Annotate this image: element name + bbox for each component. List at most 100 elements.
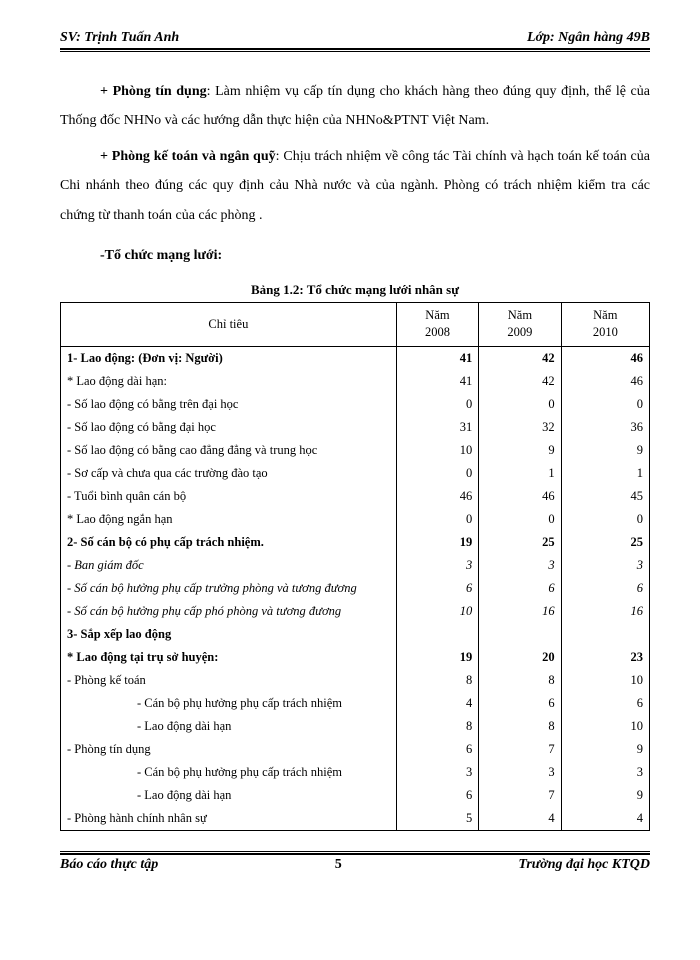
row-value: 45 xyxy=(561,485,649,508)
row-label: * Lao động ngắn hạn xyxy=(61,508,397,531)
row-value: 6 xyxy=(479,692,561,715)
footer-right: Trường đại học KTQD xyxy=(518,857,650,873)
row-label: * Lao động dài hạn: xyxy=(61,370,397,393)
row-label: 1- Lao động: (Đơn vị: Người) xyxy=(61,346,397,370)
row-value xyxy=(396,623,478,646)
row-value: 6 xyxy=(396,577,478,600)
row-value: 16 xyxy=(561,600,649,623)
row-label: - Cán bộ phụ hưởng phụ cấp trách nhiệm xyxy=(61,761,397,784)
row-label: 2- Số cán bộ có phụ cấp trách nhiệm. xyxy=(61,531,397,554)
row-value: 42 xyxy=(479,370,561,393)
row-value: 41 xyxy=(396,370,478,393)
row-value: 25 xyxy=(561,531,649,554)
row-value: 3 xyxy=(396,554,478,577)
row-value: 9 xyxy=(561,439,649,462)
row-value: 0 xyxy=(561,393,649,416)
col-3: Năm2010 xyxy=(561,302,649,346)
row-value: 19 xyxy=(396,531,478,554)
row-label: * Lao động tại trụ sở huyện: xyxy=(61,646,397,669)
row-value: 0 xyxy=(479,508,561,531)
row-value: 46 xyxy=(479,485,561,508)
row-value: 6 xyxy=(479,577,561,600)
col-1: Năm2008 xyxy=(396,302,478,346)
row-value: 6 xyxy=(561,577,649,600)
row-label: - Cán bộ phụ hưởng phụ cấp trách nhiệm xyxy=(61,692,397,715)
row-value: 0 xyxy=(396,462,478,485)
row-value: 31 xyxy=(396,416,478,439)
row-value: 5 xyxy=(396,807,478,831)
row-value: 25 xyxy=(479,531,561,554)
row-label: - Số lao động có bằng cao đẳng đẳng và t… xyxy=(61,439,397,462)
row-value: 9 xyxy=(561,784,649,807)
p1-lead: + Phòng tín dụng xyxy=(100,84,207,99)
row-value: 7 xyxy=(479,784,561,807)
row-value: 36 xyxy=(561,416,649,439)
row-value: 4 xyxy=(479,807,561,831)
row-value: 6 xyxy=(561,692,649,715)
row-value: 8 xyxy=(479,715,561,738)
row-label: - Phòng tín dụng xyxy=(61,738,397,761)
row-value: 4 xyxy=(396,692,478,715)
row-label: - Số lao động có bằng trên đại học xyxy=(61,393,397,416)
row-value: 8 xyxy=(396,715,478,738)
row-label: - Phòng hành chính nhân sự xyxy=(61,807,397,831)
row-value: 0 xyxy=(396,508,478,531)
row-label: - Số cán bộ hưởng phụ cấp trưởng phòng v… xyxy=(61,577,397,600)
row-value: 32 xyxy=(479,416,561,439)
row-value: 20 xyxy=(479,646,561,669)
row-value: 10 xyxy=(561,669,649,692)
col-2: Năm2009 xyxy=(479,302,561,346)
row-value: 3 xyxy=(561,761,649,784)
header-left: SV: Trịnh Tuấn Anh xyxy=(60,30,179,46)
row-value: 3 xyxy=(479,554,561,577)
row-value: 6 xyxy=(396,784,478,807)
row-value: 8 xyxy=(396,669,478,692)
row-value: 3 xyxy=(396,761,478,784)
row-value: 23 xyxy=(561,646,649,669)
row-value: 19 xyxy=(396,646,478,669)
row-value: 0 xyxy=(561,508,649,531)
row-label: - Lao động dài hạn xyxy=(61,715,397,738)
footer-left: Báo cáo thực tập xyxy=(60,857,158,873)
row-value: 0 xyxy=(396,393,478,416)
table-caption: Bảng 1.2: Tổ chức mạng lưới nhân sự xyxy=(60,282,650,298)
row-value: 46 xyxy=(396,485,478,508)
row-value xyxy=(479,623,561,646)
row-label: - Sơ cấp và chưa qua các trường đào tạo xyxy=(61,462,397,485)
row-value: 8 xyxy=(479,669,561,692)
row-label: - Tuổi bình quân cán bộ xyxy=(61,485,397,508)
row-value: 41 xyxy=(396,346,478,370)
row-value: 6 xyxy=(396,738,478,761)
row-value: 10 xyxy=(561,715,649,738)
paragraph-1: + Phòng tín dụng: Làm nhiệm vụ cấp tín d… xyxy=(60,77,650,136)
row-value: 46 xyxy=(561,346,649,370)
row-value: 1 xyxy=(479,462,561,485)
row-label: - Số lao động có bằng đại học xyxy=(61,416,397,439)
col-0: Chỉ tiêu xyxy=(61,302,397,346)
subheading: -Tổ chức mạng lưới: xyxy=(100,248,650,264)
row-value: 1 xyxy=(561,462,649,485)
header-right: Lớp: Ngân hàng 49B xyxy=(527,30,650,46)
row-value: 7 xyxy=(479,738,561,761)
row-value xyxy=(561,623,649,646)
row-value: 3 xyxy=(479,761,561,784)
row-label: - Số cán bộ hưởng phụ cấp phó phòng và t… xyxy=(61,600,397,623)
row-value: 9 xyxy=(561,738,649,761)
row-value: 42 xyxy=(479,346,561,370)
row-value: 3 xyxy=(561,554,649,577)
paragraph-2: + Phòng kế toán và ngân quỹ: Chịu trách … xyxy=(60,142,650,230)
row-label: - Phòng kế toán xyxy=(61,669,397,692)
row-value: 9 xyxy=(479,439,561,462)
row-label: 3- Sắp xếp lao động xyxy=(61,623,397,646)
row-value: 4 xyxy=(561,807,649,831)
p2-lead: + Phòng kế toán và ngân quỹ xyxy=(100,149,276,164)
footer-page: 5 xyxy=(335,857,342,873)
staff-table: Chỉ tiêu Năm2008 Năm2009 Năm2010 1- Lao … xyxy=(60,302,650,831)
row-value: 0 xyxy=(479,393,561,416)
page-header: SV: Trịnh Tuấn Anh Lớp: Ngân hàng 49B xyxy=(60,30,650,50)
row-value: 10 xyxy=(396,439,478,462)
row-value: 46 xyxy=(561,370,649,393)
row-label: - Ban giám đốc xyxy=(61,554,397,577)
row-value: 10 xyxy=(396,600,478,623)
page-footer: Báo cáo thực tập 5 Trường đại học KTQD xyxy=(60,853,650,873)
